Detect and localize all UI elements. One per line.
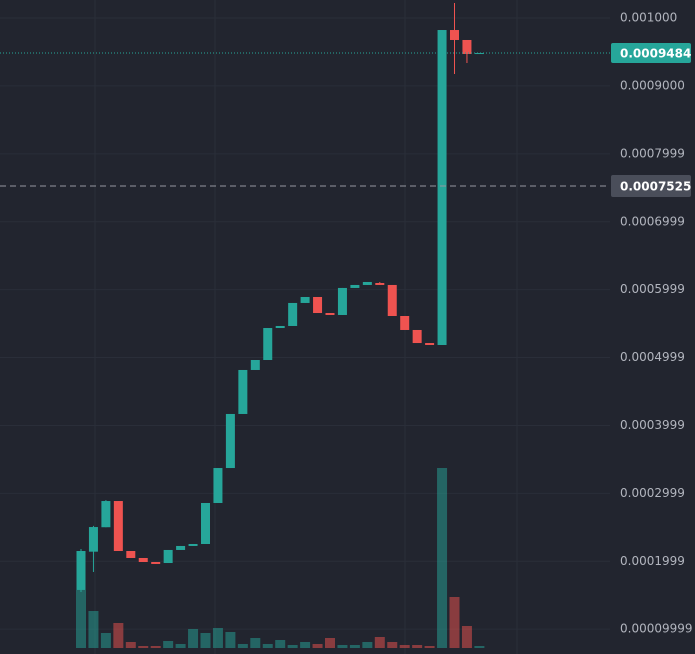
volume-bar	[138, 646, 149, 648]
y-tick-label: 0.0004999	[620, 350, 685, 364]
volume-bar	[125, 642, 136, 648]
volume-bar	[88, 611, 99, 648]
candle-body	[225, 413, 235, 469]
volume-bar	[437, 468, 448, 648]
candle-body	[238, 369, 248, 414]
volume-bar	[175, 644, 186, 648]
volume-bar	[225, 632, 236, 648]
vertical-grid	[94, 0, 518, 654]
volume-bar	[262, 644, 273, 648]
volume-bar	[449, 597, 460, 648]
candle-body	[113, 501, 123, 551]
volume-bar	[387, 642, 398, 648]
last-price-label: 0.0009484	[620, 47, 691, 61]
candle-body	[350, 284, 360, 288]
y-tick-label: 0.00009999	[620, 622, 693, 636]
volume-bar	[237, 644, 248, 648]
candle-body	[400, 316, 410, 330]
volume-bar	[100, 633, 111, 648]
y-tick-label: 0.0006999	[620, 214, 685, 228]
candle-body	[412, 329, 422, 344]
volume-bar	[337, 645, 348, 648]
crosshair-label: 0.0007525	[620, 180, 691, 194]
candle-body	[201, 502, 210, 545]
candle-body	[300, 296, 310, 303]
volume-bar	[461, 626, 472, 648]
y-tick-label: 0.0005999	[620, 282, 685, 296]
y-tick-label: 0.001000	[620, 10, 677, 24]
candle-body	[450, 30, 459, 40]
volume-bar	[349, 645, 360, 648]
candle-body	[362, 281, 372, 285]
candle-body	[288, 302, 298, 326]
volume-bar	[362, 642, 373, 648]
candle-body	[387, 284, 397, 317]
volume-bar	[300, 642, 311, 648]
y-tick-label: 0.0001999	[620, 554, 685, 568]
candle-body	[250, 359, 260, 370]
y-tick-label: 0.0007999	[620, 146, 685, 160]
candle-body	[425, 343, 435, 345]
candle-body	[213, 468, 223, 503]
volume-bar	[312, 644, 323, 648]
candle-body	[462, 39, 472, 54]
last-price-tag	[611, 43, 691, 64]
candle-body	[313, 296, 323, 314]
y-tick-label: 0.0009000	[620, 78, 685, 92]
candle-body	[337, 287, 347, 315]
candle-body	[88, 527, 98, 552]
volume-bar	[424, 646, 435, 648]
volume-bar	[275, 640, 286, 648]
candle-body	[275, 325, 285, 329]
candle-body	[138, 557, 148, 562]
candle-body	[126, 550, 136, 558]
volume-bar	[200, 633, 211, 648]
y-tick-label: 0.0003999	[620, 418, 685, 432]
candle-body	[101, 501, 111, 528]
volume-bar	[212, 628, 223, 648]
candle-body	[375, 283, 385, 285]
volume-bar	[76, 590, 86, 648]
volume-bar	[113, 623, 124, 648]
candle-body	[188, 544, 198, 546]
volume-bar	[325, 638, 335, 648]
candle-body	[163, 549, 173, 564]
volume-bar	[287, 645, 298, 648]
candle-body	[151, 561, 161, 564]
crosshair-tag	[611, 175, 691, 198]
volume-bar	[150, 646, 161, 648]
volume-bar	[250, 638, 261, 648]
candle-body	[176, 545, 186, 550]
volume-bar	[412, 645, 423, 648]
candle-body	[437, 30, 447, 345]
candle-body	[325, 313, 335, 315]
candle-body	[474, 53, 484, 55]
candle-body	[263, 328, 273, 360]
candle-body	[76, 550, 86, 590]
volume-bar	[374, 637, 385, 648]
volume-bar	[399, 645, 410, 648]
y-tick-label: 0.0002999	[620, 486, 685, 500]
volume-bar	[188, 629, 199, 648]
volume-bar	[474, 646, 485, 648]
volume-bar	[163, 641, 174, 648]
